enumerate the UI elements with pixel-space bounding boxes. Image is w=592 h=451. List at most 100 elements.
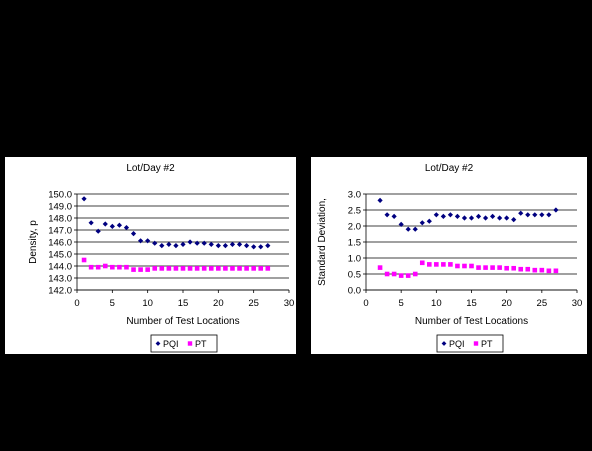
chart-1-series-pqi-point-22 — [236, 241, 243, 247]
chart-1-series-pt-point-15 — [187, 266, 193, 271]
chart-1-series-pqi-point-23 — [244, 243, 250, 249]
chart-2-xtick-label-3: 15 — [466, 298, 477, 309]
chart-1-series-pt-point-13 — [173, 266, 179, 271]
chart-2-series-pt-point-24 — [546, 268, 552, 274]
chart-2-series-pqi — [377, 197, 559, 232]
chart-2-ytick-label-1: 0.5 — [348, 270, 361, 281]
chart-2-series-pt-point-2 — [391, 271, 397, 277]
chart-2-series-pt-point-6 — [419, 260, 425, 266]
chart-1-series-pt-point-14 — [180, 266, 186, 271]
chart-2-series-pqi-point-9 — [440, 213, 446, 219]
chart-2-series-pt-point-10 — [448, 262, 453, 267]
chart-1-panel — [5, 157, 296, 354]
chart-2-ytick-label-6: 3.0 — [348, 190, 361, 201]
chart-1-series-pt-point-26 — [265, 266, 271, 271]
chart-1-series-pt-point-17 — [201, 266, 207, 271]
chart-1-ytick-label-1: 143.0 — [48, 274, 72, 285]
chart-1-xtick-label-6: 30 — [284, 298, 295, 309]
chart-2-series-pt — [377, 260, 559, 278]
chart-2-series-pqi-point-16 — [490, 213, 496, 219]
chart-2-xtick-label-6: 30 — [572, 298, 583, 309]
chart-1-series-pqi — [81, 196, 271, 250]
chart-2-series-pqi-point-8 — [433, 212, 439, 218]
chart-2-legend-label-1: PT — [481, 339, 493, 349]
chart-1-xtick-label-5: 25 — [248, 298, 259, 309]
chart-1-title: Lot/Day #2 — [126, 163, 175, 174]
chart-1-series-pt-point-16 — [194, 266, 200, 271]
chart-2-ytick-label-3: 1.5 — [348, 238, 361, 249]
chart-1-series-pqi-point-24 — [251, 244, 257, 250]
chart-1-series-pt-point-4 — [110, 264, 115, 270]
chart-1-xtick-label-0: 0 — [74, 298, 79, 309]
chart-2-series-pt-point-17 — [497, 265, 502, 270]
chart-1-xtick-label-2: 10 — [142, 298, 153, 309]
chart-1-series-pt-point-24 — [251, 266, 256, 271]
chart-2-series-pt-point-11 — [455, 263, 460, 269]
chart-1: Lot/Day #2 142.0143.0144.0145.0146.0147.0… — [5, 157, 296, 354]
chart-1-series-pqi-point-0 — [81, 196, 87, 202]
chart-2-series-pt-point-22 — [532, 267, 538, 273]
chart-1-series-pqi-point-18 — [208, 241, 214, 247]
chart-1-series-pt-point-12 — [166, 266, 172, 271]
chart-2-series-pt-point-15 — [483, 265, 488, 270]
chart-2-series-pt-point-23 — [539, 267, 545, 273]
chart-1-series-pt-point-2 — [95, 264, 101, 270]
chart-2-series-pqi-point-13 — [468, 215, 475, 221]
chart-2-xtick-label-5: 25 — [537, 298, 548, 309]
chart-2-series-pqi-point-19 — [511, 217, 517, 223]
chart-2-legend: PQI PT — [436, 334, 504, 353]
chart-1-series-pt-point-21 — [230, 266, 235, 271]
chart-2-ytick-label-2: 1.0 — [348, 254, 361, 265]
chart-2: Lot/Day #2 0.0 0.5 1.0 1.5 2.0 2.5 3.0 0 5 10 15 20 2… — [311, 157, 587, 354]
chart-1-ytick-label-3: 145.0 — [48, 250, 72, 261]
chart-2-series-pt-point-13 — [469, 263, 474, 269]
chart-1-xtick-label-1: 5 — [110, 298, 115, 309]
chart-2-series-pqi-point-4 — [405, 226, 411, 232]
chart-1-series-pqi-point-9 — [145, 238, 151, 244]
chart-2-ytick-label-4: 2.0 — [348, 222, 361, 233]
chart-2-series-pqi-point-2 — [391, 213, 397, 219]
chart-1-series-pqi-point-26 — [265, 243, 271, 249]
chart-2-series-pt-point-21 — [525, 266, 531, 272]
chart-1-series-pqi-point-12 — [166, 241, 172, 247]
chart-1-series-pt-point-0 — [81, 257, 87, 263]
chart-1-ytick-label-5: 147.0 — [48, 226, 72, 237]
chart-1-ytick-label-6: 148.0 — [48, 214, 72, 225]
chart-1-ytick-label-4: 146.0 — [48, 238, 72, 249]
chart-2-series-pqi-point-7 — [426, 218, 432, 224]
chart-1-legend-label-1: PT — [195, 339, 207, 349]
chart-2-xtick-label-2: 10 — [431, 298, 442, 309]
chart-2-series-pqi-point-5 — [412, 226, 418, 232]
chart-2-series-pqi-point-17 — [497, 215, 503, 221]
chart-2-series-pt-point-7 — [427, 262, 432, 267]
chart-2-series-pqi-point-0 — [377, 197, 383, 203]
chart-2-panel — [311, 157, 587, 354]
chart-2-ytick-label-0: 0.0 — [348, 286, 361, 297]
chart-1-series-pqi-point-11 — [159, 243, 165, 249]
chart-1-series-pt-point-11 — [159, 266, 165, 271]
chart-2-series-pqi-point-20 — [518, 210, 524, 216]
chart-1-legend: PQI PT — [150, 334, 218, 353]
chart-1-series-pt-point-20 — [223, 266, 228, 271]
chart-2-legend-label-0: PQI — [449, 339, 465, 349]
chart-2-series-pt-point-12 — [462, 263, 467, 269]
chart-1-series-pqi-point-6 — [123, 225, 130, 231]
chart-2-series-pqi-point-14 — [475, 213, 482, 219]
chart-2-series-pqi-point-21 — [525, 212, 531, 218]
chart-2-series-pt-point-5 — [412, 271, 418, 277]
chart-2-legend-marker-0 — [441, 341, 447, 346]
chart-1-series-pt-point-8 — [138, 267, 143, 272]
chart-1-series-pt — [81, 257, 271, 272]
chart-1-series-pt-point-5 — [117, 264, 122, 270]
chart-1-legend-label-0: PQI — [163, 339, 179, 349]
chart-1-series-pqi-point-10 — [152, 240, 158, 246]
chart-2-series-pt-point-18 — [504, 265, 509, 271]
chart-1-series-pqi-point-16 — [194, 240, 200, 246]
chart-1-ytick-label-8: 150.0 — [48, 190, 72, 201]
chart-2-series-pt-point-9 — [441, 262, 446, 267]
chart-1-series-pt-point-3 — [102, 263, 108, 269]
chart-2-legend-box — [436, 334, 504, 353]
chart-1-series-pt-point-22 — [237, 266, 242, 271]
chart-1-series-pt-point-6 — [124, 264, 129, 270]
